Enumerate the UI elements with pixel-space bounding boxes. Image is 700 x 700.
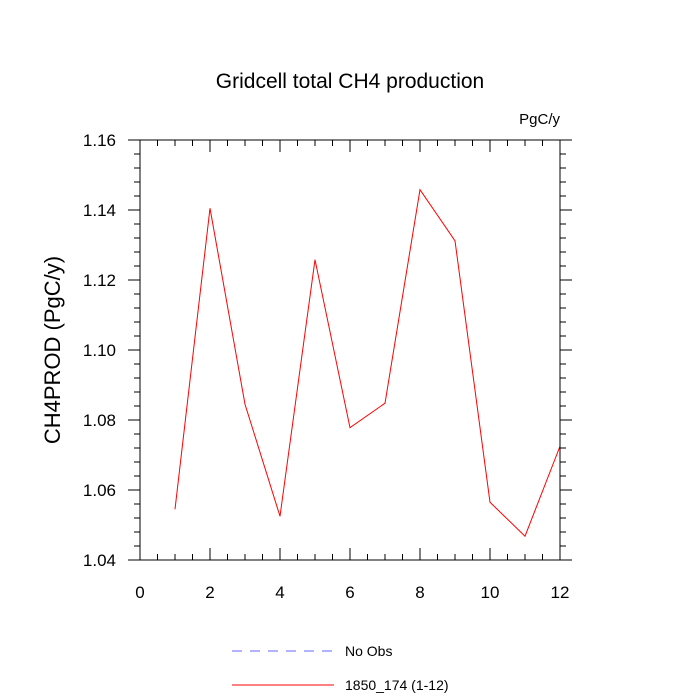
legend-label: 1850_174 (1-12) <box>345 677 449 693</box>
y-tick-label: 1.10 <box>83 341 116 360</box>
x-tick-label: 4 <box>275 583 284 602</box>
y-tick-label: 1.16 <box>83 131 116 150</box>
series-line <box>174 188 561 538</box>
x-tick-label: 12 <box>551 583 570 602</box>
y-tick-label: 1.14 <box>83 201 116 220</box>
x-tick-label: 2 <box>205 583 214 602</box>
x-tick-label: 6 <box>345 583 354 602</box>
x-tick-label: 10 <box>481 583 500 602</box>
legend-label: No Obs <box>345 643 392 659</box>
y-tick-label: 1.06 <box>83 481 116 500</box>
y-tick-label: 1.04 <box>83 551 116 570</box>
x-tick-label: 0 <box>135 583 144 602</box>
axis-tick-labels: 0 2 4 6 8 10 12 1.04 1.06 1.08 1.10 1.12 1.14 1.16 <box>83 131 570 602</box>
x-tick-label: 8 <box>415 583 424 602</box>
chart-title: Gridcell total CH4 production <box>216 70 484 93</box>
y-tick-label: 1.08 <box>83 411 116 430</box>
series-layer <box>174 188 561 538</box>
y-tick-label: 1.12 <box>83 271 116 290</box>
plot-frame <box>139 139 561 561</box>
y-axis-label: CH4PROD (PgC/y) <box>40 256 65 444</box>
legend: No Obs 1850_174 (1-12) <box>232 643 449 693</box>
axis-ticks <box>128 139 572 561</box>
units-label: PgC/y <box>519 111 560 128</box>
